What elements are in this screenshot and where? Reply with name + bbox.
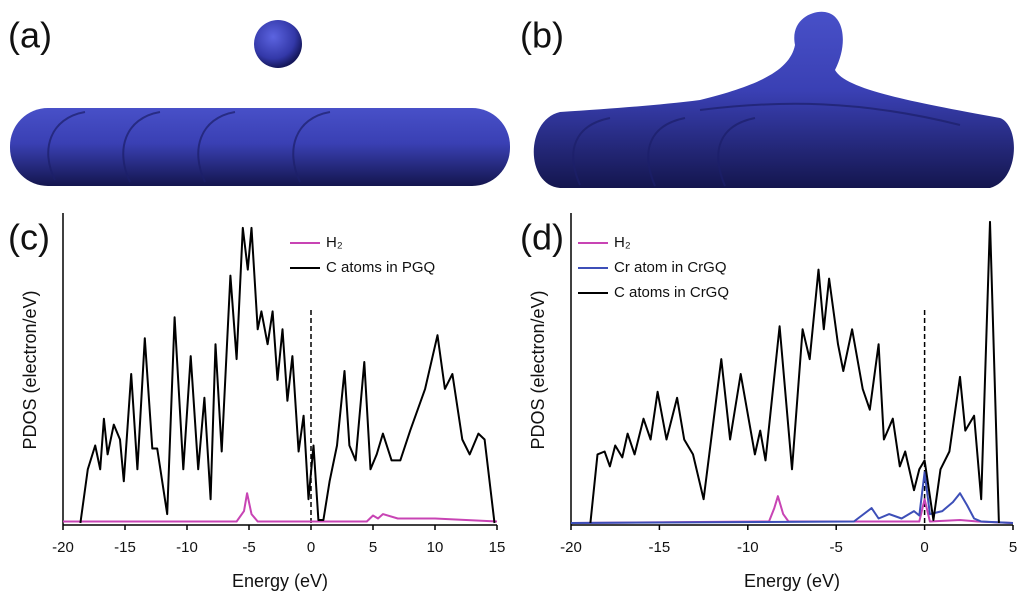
pdos-line [589, 220, 1000, 524]
pdos-line [79, 226, 496, 524]
x-axis-label: Energy (eV) [744, 571, 840, 591]
x-tick-label: 0 [307, 539, 315, 556]
pdos-line [63, 492, 498, 523]
x-tick-label: -5 [242, 539, 255, 556]
y-axis-label: PDOS (electron/eV) [20, 290, 40, 449]
x-tick-label: 10 [427, 539, 444, 556]
x-tick-label: -10 [737, 539, 759, 556]
panel-label: (b) [520, 15, 564, 56]
panel-label: (c) [8, 217, 50, 258]
panel-label: (d) [520, 217, 564, 258]
x-tick-label: 5 [369, 539, 377, 556]
x-tick-label: -15 [114, 539, 136, 556]
x-tick-label: 15 [489, 539, 506, 556]
y-axis-label: PDOS (electron/eV) [528, 290, 548, 449]
x-axis-label: Energy (eV) [232, 571, 328, 591]
legend-label: H₂ [326, 234, 343, 251]
legend-label: Cr atom in CrGQ [614, 259, 727, 276]
legend-label: H₂ [614, 234, 631, 251]
panel-label: (a) [8, 15, 52, 56]
panel-a-image [10, 20, 510, 186]
x-tick-label: 0 [920, 539, 928, 556]
pdos-line [570, 495, 1014, 524]
x-tick-label: -15 [649, 539, 671, 556]
x-tick-label: 5 [1009, 539, 1017, 556]
x-tick-label: -20 [52, 539, 74, 556]
pdos-line [570, 471, 1014, 524]
legend-label: C atoms in CrGQ [614, 284, 729, 301]
x-tick-label: -5 [830, 539, 843, 556]
panel-b-image [533, 11, 1014, 188]
x-tick-label: -20 [560, 539, 582, 556]
x-tick-label: -10 [176, 539, 198, 556]
legend-label: C atoms in PGQ [326, 259, 435, 276]
